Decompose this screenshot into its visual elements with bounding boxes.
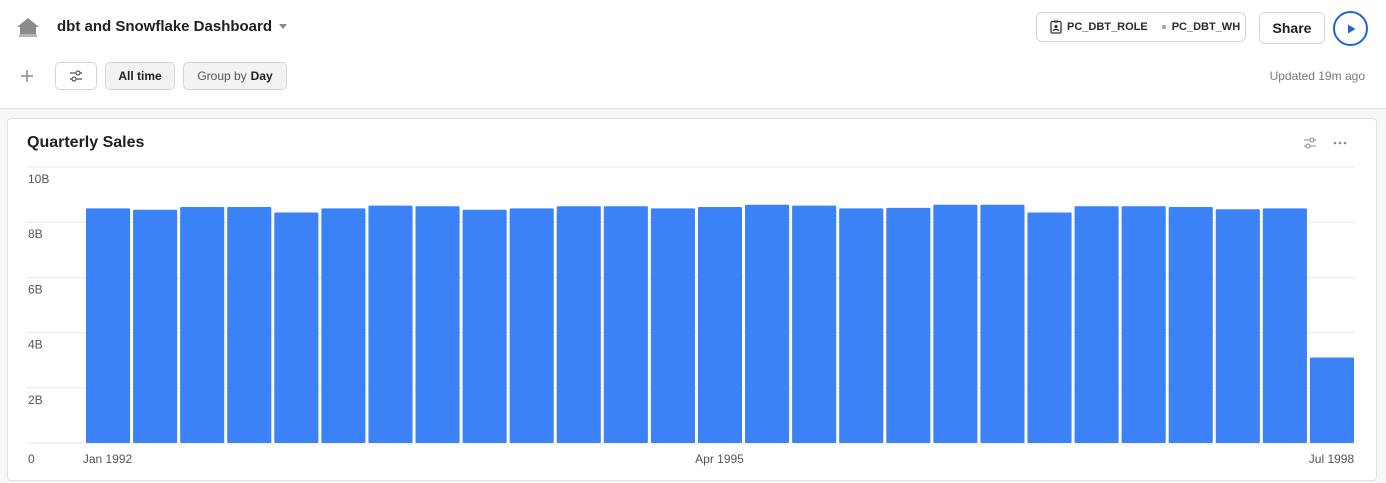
y-tick-label: 2B — [28, 393, 43, 407]
y-tick-label: 10B — [28, 172, 49, 186]
bar — [180, 207, 225, 443]
play-icon — [1347, 24, 1355, 33]
id-badge-icon — [1050, 20, 1062, 34]
sliders-icon — [70, 70, 82, 82]
y-tick-label: 6B — [28, 282, 43, 296]
filters-button[interactable] — [55, 62, 97, 90]
bar — [697, 207, 743, 443]
bar — [1074, 206, 1119, 443]
separator-dot — [1161, 25, 1166, 29]
chevron-down-icon — [279, 24, 288, 29]
bar — [745, 204, 790, 443]
bar — [556, 206, 601, 443]
dashboard-title-dropdown[interactable]: dbt and Snowflake Dashboard — [57, 18, 288, 35]
add-filter-icon[interactable] — [19, 68, 35, 84]
bar — [839, 208, 884, 443]
bar — [274, 212, 319, 443]
bar — [1168, 207, 1213, 443]
chart-filter-icon[interactable] — [1302, 135, 1318, 151]
chart-title: Quarterly Sales — [27, 134, 145, 151]
x-tick-label: Apr 1995 — [695, 452, 744, 466]
x-tick-label: Jan 1992 — [83, 452, 133, 466]
updated-timestamp: Updated 19m ago — [1269, 69, 1365, 83]
bar — [650, 208, 695, 443]
group-by-button[interactable]: Group by Day — [183, 62, 287, 90]
bar — [368, 205, 413, 443]
bar — [321, 208, 366, 443]
y-tick-label: 0 — [28, 452, 35, 466]
bar — [509, 208, 554, 443]
bar — [1215, 209, 1260, 443]
run-button[interactable] — [1333, 11, 1368, 46]
dashboard-title: dbt and Snowflake Dashboard — [57, 18, 273, 35]
bar — [886, 207, 931, 443]
bar — [1027, 212, 1072, 443]
bar — [462, 209, 507, 443]
bar — [227, 207, 272, 443]
time-range-button[interactable]: All time — [105, 62, 175, 90]
bar — [980, 204, 1025, 443]
x-tick-label: Jul 1998 — [1309, 452, 1355, 466]
home-icon[interactable] — [15, 16, 41, 38]
share-button[interactable]: Share — [1259, 12, 1325, 44]
bar — [792, 205, 837, 443]
bar — [933, 204, 978, 443]
bar — [86, 208, 131, 443]
bar — [1262, 208, 1307, 443]
bar — [603, 206, 648, 443]
y-tick-label: 8B — [28, 227, 43, 241]
group-by-prefix: Group by — [197, 69, 247, 83]
y-tick-label: 4B — [28, 338, 43, 352]
group-by-value: Day — [250, 69, 273, 83]
role-warehouse-selector[interactable]: PC_DBT_ROLE PC_DBT_WH — [1036, 12, 1246, 42]
role-label: PC_DBT_ROLE — [1067, 21, 1148, 33]
bar — [1121, 206, 1166, 443]
bar — [415, 206, 460, 443]
bar — [133, 209, 178, 443]
bar — [1309, 357, 1354, 443]
warehouse-label: PC_DBT_WH — [1171, 21, 1241, 33]
more-options-icon[interactable] — [1331, 135, 1349, 151]
